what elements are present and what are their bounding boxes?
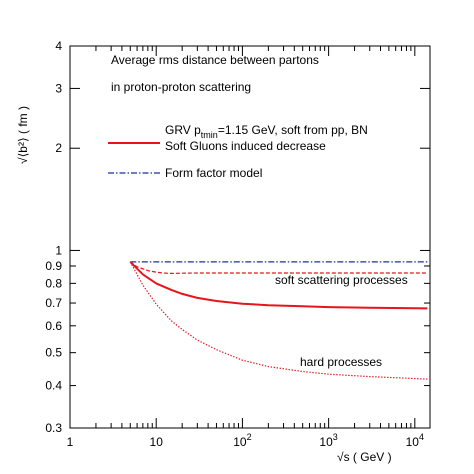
y-tick-label: 0.6 <box>45 319 62 333</box>
x-tick-label: 103 <box>319 432 337 449</box>
series-line-total <box>129 261 428 310</box>
annotation-soft-scattering: soft scattering processes <box>275 273 408 287</box>
plot-frame <box>69 45 431 429</box>
legend-label-grv: GRV ptmin=1.15 GeV, soft from pp, BN <box>165 123 368 140</box>
y-tick-label: 0.9 <box>45 259 62 273</box>
legend-label-grv-line-2: Soft Gluons induced decrease <box>165 139 326 153</box>
x-tick-label: 102 <box>233 432 251 449</box>
chart-title-line-2: in proton-proton scattering <box>111 80 251 94</box>
series-line-soft <box>129 261 428 274</box>
legend: GRV ptmin=1.15 GeV, soft from pp, BN Sof… <box>108 123 368 180</box>
chart-title-line-1: Average rms distance between partons <box>111 53 319 67</box>
annotation-hard-processes: hard processes <box>300 355 382 369</box>
y-tick-label: 0.7 <box>45 296 62 310</box>
y-axis-label: √⟨b²⟩ ( fm ) <box>16 106 30 164</box>
x-tick-label: 1 <box>67 435 74 449</box>
y-tick-label: 1 <box>55 243 62 257</box>
y-tick-label: 4 <box>55 39 62 53</box>
series-line-hard <box>129 261 428 380</box>
y-tick-label: 3 <box>55 81 62 95</box>
series-layer <box>129 261 428 380</box>
axes: 1 10 102 103 104 0.3 0.4 0.5 0.6 0.7 0.8 0.9 1 2 3 4 <box>45 39 431 449</box>
y-tick-label: 0.3 <box>45 421 62 435</box>
y-tick-label: 2 <box>55 141 62 155</box>
legend-label-form-factor: Form factor model <box>165 166 262 180</box>
x-tick-label: 10 <box>150 435 164 449</box>
y-tick-label: 0.8 <box>45 276 62 290</box>
y-tick-label: 0.5 <box>45 346 62 360</box>
y-tick-label: 0.4 <box>45 379 62 393</box>
x-axis-label: √s ( GeV ) <box>337 450 392 464</box>
x-tick-label: 104 <box>406 432 424 449</box>
